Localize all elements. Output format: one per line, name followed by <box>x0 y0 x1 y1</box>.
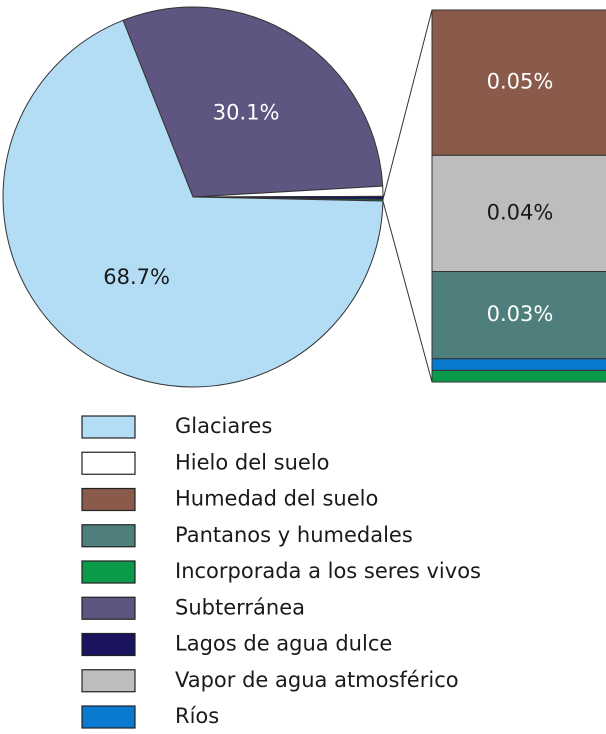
legend-label: Incorporada a los seres vivos <box>175 559 481 583</box>
bar-segment <box>431 358 606 371</box>
legend-label: Ríos <box>175 704 219 728</box>
legend-label: Lagos de agua dulce <box>175 632 392 656</box>
legend-swatch <box>81 451 136 475</box>
pie-slice <box>2 19 384 388</box>
legend-swatch <box>81 487 136 512</box>
legend-swatch <box>81 560 136 584</box>
bar-segment <box>431 9 606 156</box>
legend-label: Vapor de agua atmosférico <box>175 668 459 692</box>
legend-swatch <box>81 596 136 620</box>
legend-swatch <box>81 705 136 729</box>
bar-segment <box>431 154 606 273</box>
pie-slice <box>122 6 384 198</box>
bar-segment <box>431 369 606 383</box>
connector-line <box>382 200 433 383</box>
legend-label: Hielo del suelo <box>175 450 330 474</box>
bar-segment <box>431 271 606 360</box>
bar-label: 0.05% <box>487 70 554 94</box>
slice-label: 30.1% <box>213 101 280 125</box>
legend-swatch <box>81 415 136 439</box>
legend-label: Subterránea <box>175 595 305 619</box>
slice-label: 68.7% <box>103 265 170 289</box>
connector-line <box>382 9 433 200</box>
legend-swatch <box>81 632 136 657</box>
bar-label: 0.03% <box>487 302 554 326</box>
legend-label: Glaciares <box>175 414 272 438</box>
legend-swatch <box>81 669 136 693</box>
legend-swatch <box>81 524 136 548</box>
bar-label: 0.04% <box>487 200 554 224</box>
legend-label: Humedad del suelo <box>175 487 378 511</box>
legend-label: Pantanos y humedales <box>175 523 413 547</box>
